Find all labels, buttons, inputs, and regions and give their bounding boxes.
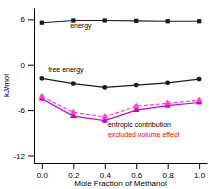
x-tick-mark — [136, 163, 137, 169]
x-tick: 0.8 — [163, 163, 175, 180]
y-tick-mark — [28, 110, 34, 111]
marker — [197, 19, 201, 23]
marker — [71, 81, 76, 86]
x-tick: 1.0 — [194, 163, 206, 180]
y-tick-mark — [28, 65, 34, 66]
x-tick-mark — [168, 163, 169, 169]
series-line — [42, 96, 199, 116]
y-axis: -12 -6 0 6 — [13, 9, 34, 164]
annotations: energy free energy entropic contribution ex… — [48, 22, 179, 138]
y-tick-label: -6 — [18, 106, 26, 115]
x-tick-mark — [199, 163, 200, 169]
marker — [165, 80, 170, 85]
marker — [134, 19, 138, 23]
y-tick-label: 6 — [21, 15, 26, 24]
marker — [39, 76, 44, 81]
series-line — [42, 78, 199, 87]
y-axis-title: kJ/mol — [2, 74, 11, 97]
y-tick-mark — [28, 155, 34, 156]
marker — [133, 103, 139, 109]
y-tick: -6 — [18, 106, 34, 115]
y-tick-label: -12 — [13, 151, 25, 160]
x-tick-mark — [105, 163, 106, 169]
annotation: energy — [70, 22, 92, 30]
plot-area — [39, 18, 203, 122]
chart: 0.0 0.2 0.4 0.6 0.8 1.0 -12 -6 0 6 Mole Fraction o… — [0, 0, 215, 189]
x-tick-mark — [73, 163, 74, 169]
marker — [40, 21, 44, 25]
series — [39, 76, 201, 90]
x-axis: 0.0 0.2 0.4 0.6 0.8 1.0 — [35, 163, 208, 180]
marker — [166, 19, 170, 23]
series — [39, 93, 203, 119]
marker — [70, 109, 76, 115]
x-axis-line — [35, 163, 208, 164]
annotation: free energy — [48, 66, 84, 74]
marker — [102, 113, 108, 119]
y-tick-label: 0 — [21, 61, 26, 70]
marker — [102, 85, 107, 90]
y-tick: -12 — [13, 151, 34, 160]
marker — [164, 100, 170, 106]
x-axis-title: Mole Fraction of Methanol — [74, 179, 167, 188]
series-line — [42, 20, 199, 22]
marker — [196, 97, 202, 103]
marker — [39, 93, 45, 99]
x-tick-label: 0.0 — [37, 171, 49, 180]
marker — [103, 18, 107, 22]
annotation: excluded volume effect — [108, 131, 180, 138]
x-tick: 0.2 — [68, 163, 80, 180]
x-tick: 0.0 — [37, 163, 49, 180]
x-tick: 0.6 — [131, 163, 143, 180]
y-tick: 0 — [21, 61, 34, 70]
x-tick-label: 1.0 — [194, 171, 206, 180]
annotation: entropic contribution — [108, 121, 171, 129]
series — [40, 18, 202, 25]
series — [39, 95, 203, 123]
x-tick: 0.4 — [100, 163, 112, 180]
marker — [197, 77, 202, 82]
y-axis-line — [34, 9, 35, 164]
y-tick: 6 — [21, 15, 34, 24]
marker — [134, 83, 139, 88]
x-tick-mark — [42, 163, 43, 169]
y-tick-mark — [28, 19, 34, 20]
